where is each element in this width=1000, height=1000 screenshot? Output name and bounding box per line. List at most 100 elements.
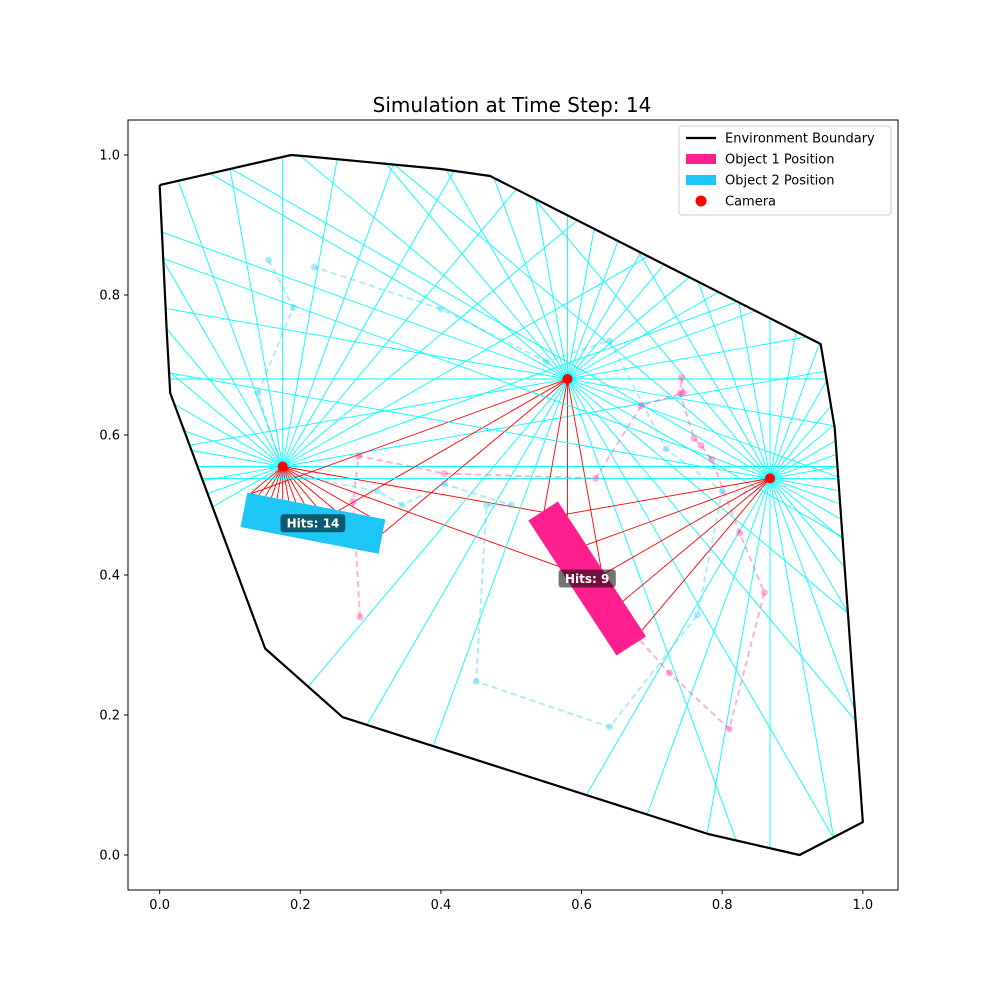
object2-trail-point <box>398 501 406 509</box>
camera-ray <box>207 466 283 495</box>
object2-trail-point <box>289 304 297 312</box>
legend-entry-label: Object 1 Position <box>725 153 835 168</box>
object1-trail-point <box>355 452 363 460</box>
plot-area <box>158 153 864 857</box>
camera-ray <box>282 164 394 467</box>
object2-trail-point <box>606 723 614 731</box>
camera-ray <box>769 466 838 479</box>
camera-ray <box>567 291 719 380</box>
object2-trail-point <box>374 487 382 495</box>
object1-trail-point <box>760 589 768 596</box>
camera-ray <box>432 378 568 747</box>
camera-ray <box>168 372 771 479</box>
camera-ray-hit <box>586 477 771 546</box>
camera-ray <box>445 169 568 380</box>
object1-trail-point <box>349 498 357 505</box>
camera-ray-hit <box>282 466 370 517</box>
camera-ray-hit <box>622 478 771 602</box>
object2-trail-point <box>542 358 550 365</box>
camera-ray <box>533 197 771 479</box>
object2-trail-point <box>662 445 670 453</box>
object1-trail-point <box>356 613 364 621</box>
camera-ray <box>567 336 807 380</box>
legend-patch-swatch <box>686 175 716 185</box>
camera-ray <box>769 478 849 613</box>
x-tick-label: 0.8 <box>712 898 733 913</box>
object1-trail-point <box>637 402 645 410</box>
camera-marker <box>277 461 288 472</box>
camera-ray <box>646 478 771 815</box>
object2-trail-point <box>507 501 515 509</box>
camera-ray <box>535 199 568 380</box>
camera-ray-hit <box>382 378 568 534</box>
camera-ray <box>769 405 832 479</box>
camera-ray <box>769 478 856 711</box>
object2-trail-point <box>606 337 614 344</box>
object2-trail-point <box>694 611 702 619</box>
camera-ray-hit <box>641 478 771 631</box>
y-tick-label: 1.0 <box>99 149 120 164</box>
object2-trail-point <box>440 480 448 488</box>
y-tick-label: 0.6 <box>99 429 120 444</box>
camera-ray <box>184 430 283 467</box>
object1-trail-point <box>665 669 673 677</box>
x-tick-label: 0.4 <box>431 898 452 913</box>
chart-title: Simulation at Time Step: 14 <box>373 93 652 117</box>
camera-ray <box>282 220 578 467</box>
object1-trail-point <box>690 435 698 442</box>
object2-trail-point <box>279 470 287 477</box>
legend-marker-swatch <box>695 195 707 207</box>
object1-trail-point <box>680 389 688 397</box>
camera-ray <box>230 168 771 479</box>
camera-ray <box>282 159 338 467</box>
camera-ray <box>637 251 771 479</box>
camera-ray <box>161 231 568 380</box>
camera-ray <box>209 173 568 380</box>
camera-ray <box>706 478 771 834</box>
camera-marker <box>765 473 776 484</box>
camera-ray <box>191 450 283 467</box>
camera-ray <box>189 378 568 446</box>
camera-ray <box>567 276 690 380</box>
camera-ray-hit <box>566 477 771 515</box>
object2-trail-point <box>437 305 445 313</box>
object2-trail-point <box>265 256 273 264</box>
camera-ray <box>769 440 836 479</box>
camera-ray <box>282 170 455 467</box>
object1-trail-point <box>697 442 705 449</box>
camera-ray-hit <box>282 466 559 567</box>
camera-ray-hit <box>567 378 602 568</box>
camera-ray <box>385 163 568 380</box>
object1-trail-point <box>677 374 685 382</box>
legend-entry-label: Environment Boundary <box>725 132 875 147</box>
object1-trail-point <box>592 474 600 482</box>
camera-ray <box>567 378 839 478</box>
camera-ray-hit <box>282 466 317 507</box>
camera-ray-hit <box>543 378 568 511</box>
legend: Environment Boundary Object 1 Position Obj… <box>678 125 892 216</box>
camera-ray-hit <box>271 466 284 498</box>
camera-ray-hit <box>282 466 290 501</box>
object2-trail-point <box>472 677 480 685</box>
object2-trail-point <box>254 389 262 397</box>
camera-ray-hit <box>265 466 284 497</box>
x-tick-label: 0.2 <box>290 898 311 913</box>
y-tick-label: 0.8 <box>99 289 120 304</box>
camera-ray <box>567 240 619 380</box>
camera-ray <box>567 378 849 614</box>
camera-ray-hit <box>251 378 568 494</box>
camera-ray <box>229 168 284 467</box>
camera-ray <box>769 424 835 479</box>
axes-frame <box>127 119 899 891</box>
camera-ray <box>282 370 826 467</box>
camera-ray <box>299 155 568 380</box>
object2-trail-point <box>483 501 491 509</box>
y-tick-label: 0.2 <box>99 709 120 724</box>
y-tick-label: 0.0 <box>99 849 120 864</box>
camera-ray <box>585 478 771 796</box>
legend-entry-label: Object 2 Position <box>725 174 835 189</box>
camera-ray <box>168 371 283 467</box>
y-tick-label: 0.4 <box>99 569 120 584</box>
hits-label-bg <box>558 569 616 588</box>
